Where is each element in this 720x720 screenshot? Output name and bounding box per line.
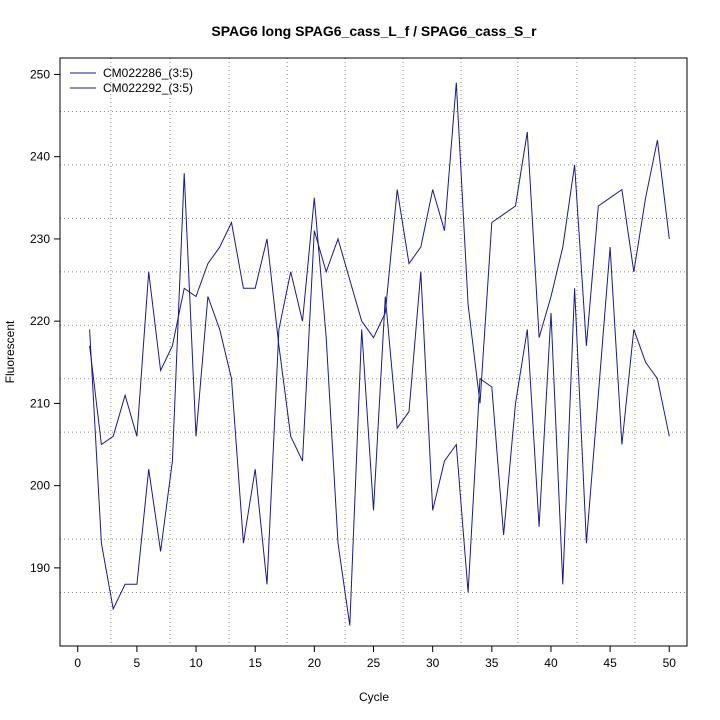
series-line-1 <box>89 173 670 626</box>
y-tick-label: 190 <box>30 561 50 575</box>
x-tick-label: 20 <box>308 656 322 670</box>
y-tick-label: 220 <box>30 314 50 328</box>
legend: CM022286_(3:5) CM022292_(3:5) <box>70 66 193 95</box>
chart-title: SPAG6 long SPAG6_cass_L_f / SPAG6_cass_S… <box>211 23 537 39</box>
y-tick-label: 200 <box>30 479 50 493</box>
x-tick-label: 35 <box>485 656 499 670</box>
x-tick-label: 25 <box>367 656 381 670</box>
x-tick-label: 45 <box>603 656 617 670</box>
legend-label-2: CM022292_(3:5) <box>103 81 193 95</box>
x-tick-label: 50 <box>663 656 677 670</box>
y-tick-label: 230 <box>30 232 50 246</box>
x-tick-label: 30 <box>426 656 440 670</box>
x-tick-label: 15 <box>249 656 263 670</box>
x-tick-label: 40 <box>544 656 558 670</box>
x-tick-label: 5 <box>134 656 141 670</box>
grid-lines <box>60 58 687 646</box>
axes: 0 5 10 15 20 25 30 35 40 45 50 190 200 210 220 230 240 25… <box>30 67 676 670</box>
legend-label-1: CM022286_(3:5) <box>103 66 193 80</box>
series-lines <box>89 82 670 626</box>
x-tick-label: 0 <box>74 656 81 670</box>
y-tick-label: 240 <box>30 150 50 164</box>
y-tick-label: 210 <box>30 396 50 410</box>
x-tick-label: 10 <box>189 656 203 670</box>
plot-area <box>59 57 688 647</box>
x-axis-label: Cycle <box>359 690 389 704</box>
y-tick-label: 250 <box>30 67 50 81</box>
series-line-2 <box>89 82 670 462</box>
y-axis-label: Fluorescent <box>3 320 17 383</box>
